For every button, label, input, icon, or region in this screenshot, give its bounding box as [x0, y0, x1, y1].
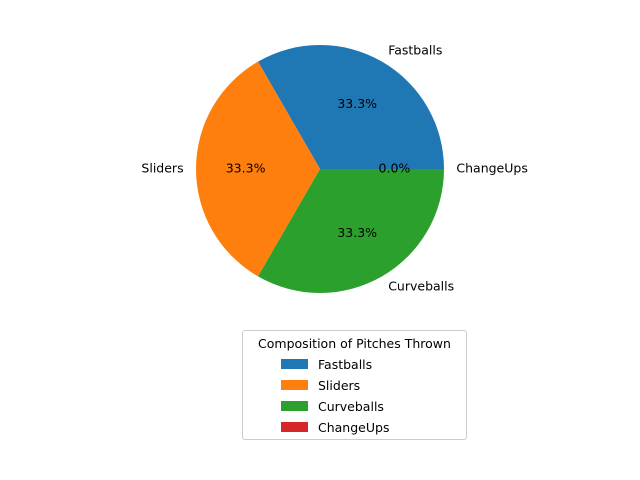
- percent-label-changeups: 0.0%: [379, 161, 411, 176]
- legend-swatch-sliders: [281, 380, 308, 390]
- percent-label-curveballs: 33.3%: [337, 225, 377, 240]
- category-label-curveballs: Curveballs: [388, 279, 454, 294]
- category-label-sliders: Sliders: [141, 161, 183, 176]
- pie-labels: Fastballs 33.3% Sliders 33.3% Curveballs 33.3…: [141, 42, 527, 293]
- legend-swatch-curveballs: [281, 401, 308, 411]
- legend-item-sliders: Sliders: [281, 377, 360, 393]
- category-label-changeups: ChangeUps: [456, 161, 527, 176]
- slice-curveballs: [258, 169, 444, 293]
- legend: Composition of Pitches Thrown Fastballs …: [242, 330, 467, 440]
- legend-title: Composition of Pitches Thrown: [258, 336, 451, 351]
- category-label-fastballs: Fastballs: [388, 42, 442, 57]
- percent-label-fastballs: 33.3%: [337, 96, 377, 111]
- legend-label-fastballs: Fastballs: [318, 356, 373, 372]
- legend-swatch-changeups: [281, 422, 308, 432]
- legend-swatch-fastballs: [281, 359, 308, 369]
- legend-label-changeups: ChangeUps: [318, 419, 390, 435]
- pie-slices: [196, 44, 444, 293]
- legend-item-curveballs: Curveballs: [281, 398, 384, 414]
- legend-item-changeups: ChangeUps: [281, 419, 389, 435]
- slice-fastballs: [258, 44, 444, 169]
- percent-label-sliders: 33.3%: [226, 161, 266, 176]
- legend-item-fastballs: Fastballs: [281, 356, 372, 372]
- legend-label-curveballs: Curveballs: [318, 398, 384, 414]
- legend-label-sliders: Sliders: [318, 377, 361, 393]
